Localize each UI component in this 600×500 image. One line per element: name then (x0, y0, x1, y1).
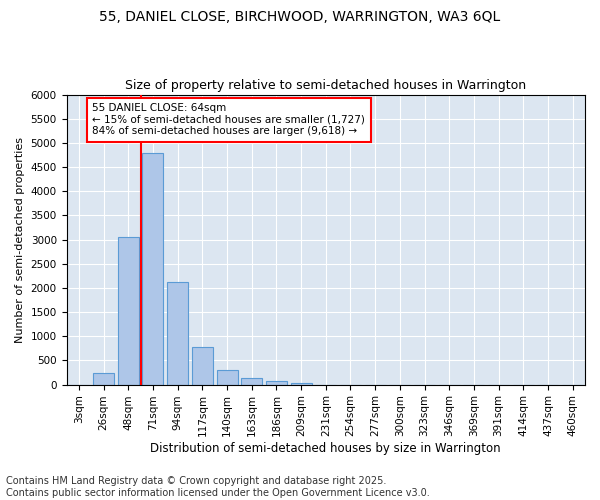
Bar (142, 152, 163, 384)
Bar (241, 378, 262, 384)
Y-axis label: Number of semi-detached properties: Number of semi-detached properties (15, 136, 25, 342)
Bar (290, 383, 311, 384)
Text: 55, DANIEL CLOSE, BIRCHWOOD, WARRINGTON, WA3 6QL: 55, DANIEL CLOSE, BIRCHWOOD, WARRINGTON,… (100, 10, 500, 24)
Text: 55 DANIEL CLOSE: 64sqm
← 15% of semi-detached houses are smaller (1,727)
84% of : 55 DANIEL CLOSE: 64sqm ← 15% of semi-det… (92, 104, 365, 136)
Bar (118, 237, 139, 384)
Title: Size of property relative to semi-detached houses in Warrington: Size of property relative to semi-detach… (125, 79, 526, 92)
Bar (192, 347, 213, 385)
X-axis label: Distribution of semi-detached houses by size in Warrington: Distribution of semi-detached houses by … (151, 442, 501, 455)
Bar (167, 282, 188, 385)
Text: Contains HM Land Registry data © Crown copyright and database right 2025.
Contai: Contains HM Land Registry data © Crown c… (6, 476, 430, 498)
Bar (93, 372, 114, 384)
Bar (266, 381, 287, 384)
Bar (217, 370, 238, 384)
